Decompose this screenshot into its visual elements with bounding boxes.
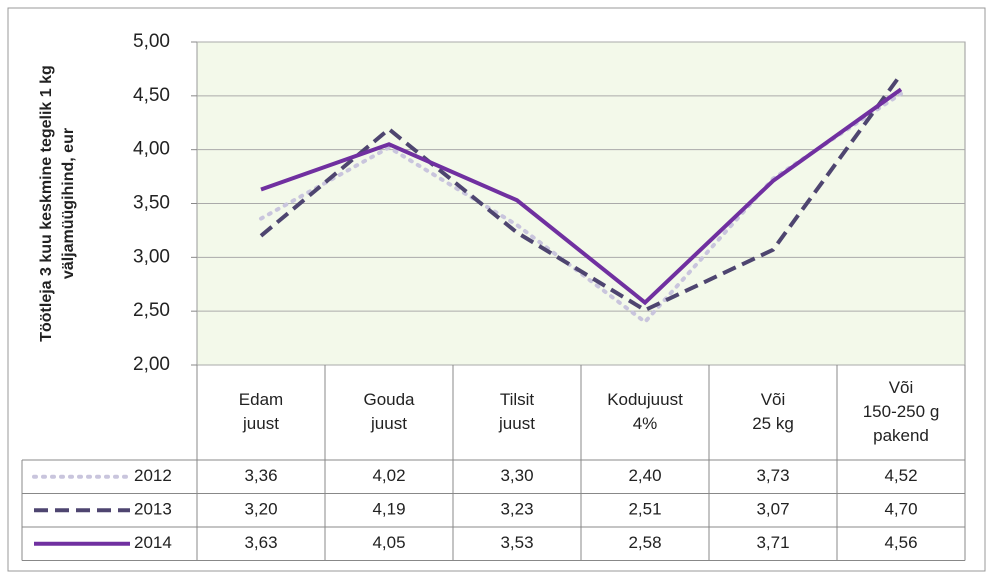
x-tick-label: 4% — [633, 414, 658, 433]
y-axis-label-line: Töötleja 3 kuu keskmine tegelik 1 kg — [38, 65, 55, 342]
table-value: 3,71 — [756, 533, 789, 552]
legend-label: 2014 — [134, 533, 172, 552]
legend-label: 2012 — [134, 466, 172, 485]
x-tick-label: juust — [498, 414, 535, 433]
table-value: 3,36 — [244, 466, 277, 485]
y-axis-label-line: väljamüügihind, eur — [60, 128, 77, 279]
table-value: 3,53 — [500, 533, 533, 552]
y-tick-label: 4,50 — [133, 85, 170, 106]
y-tick-label: 3,50 — [133, 193, 170, 214]
table-value: 3,73 — [756, 466, 789, 485]
series-line — [260, 87, 903, 306]
y-tick-label: 5,00 — [133, 31, 170, 52]
x-tick-label: 25 kg — [752, 414, 794, 433]
x-tick-label: 150-250 g — [863, 402, 940, 421]
x-tick-label: pakend — [873, 426, 929, 445]
y-tick-label: 3,00 — [133, 246, 170, 267]
table-value: 2,40 — [628, 466, 661, 485]
x-tick-label: juust — [370, 414, 407, 433]
table-value: 4,02 — [372, 466, 405, 485]
table-value: 3,30 — [500, 466, 533, 485]
y-axis-label: Töötleja 3 kuu keskmine tegelik 1 kg välj… — [38, 65, 77, 342]
table-value: 4,52 — [884, 466, 917, 485]
y-tick-label: 4,00 — [133, 139, 170, 160]
table-value: 4,19 — [372, 500, 405, 519]
y-tick-label: 2,00 — [133, 354, 170, 375]
table-value: 3,63 — [244, 533, 277, 552]
x-tick-label: juust — [242, 414, 279, 433]
x-tick-label: Kodujuust — [607, 390, 683, 409]
x-tick-label: Tilsit — [500, 390, 535, 409]
table-value: 3,20 — [244, 500, 277, 519]
x-tick-label: Või — [889, 378, 914, 397]
table-value: 3,23 — [500, 500, 533, 519]
y-tick-label: 2,50 — [133, 300, 170, 321]
table-value: 2,58 — [628, 533, 661, 552]
legend-label: 2013 — [134, 500, 172, 519]
table-value: 4,56 — [884, 533, 917, 552]
series-line — [259, 73, 903, 313]
x-tick-label: Edam — [239, 390, 283, 409]
table-value: 4,70 — [884, 500, 917, 519]
table-value: 4,05 — [372, 533, 405, 552]
table-value: 2,51 — [628, 500, 661, 519]
x-tick-label: Gouda — [363, 390, 415, 409]
table-value: 3,07 — [756, 500, 789, 519]
x-tick-label: Või — [761, 390, 786, 409]
